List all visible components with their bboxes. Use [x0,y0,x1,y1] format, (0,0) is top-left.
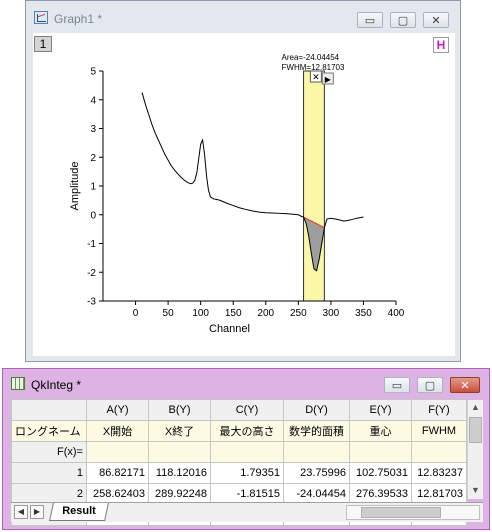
y-tick-label: -1 [87,239,96,250]
longname-cell[interactable]: 最大の高さ [210,420,284,442]
graph-titlebar[interactable]: Graph1 * ▭ ▢ ✕ [26,1,460,33]
sheet-tab-bar: ◀ ▶ Result [11,502,483,522]
band-close-button [309,70,322,83]
scroll-down-icon[interactable]: ▼ [471,485,480,495]
vertical-scrollbar[interactable]: ▲ ▼ [467,400,483,499]
x-tick-label: 200 [257,308,274,319]
longname-row: ロングネーム X開始 X終了 最大の高さ 数学的面積 重心 FWHM [11,420,467,442]
plot-area[interactable]: 0 50 100 150 200 250 300 350 400 -3 -2 -1 0 1 2 3 4 5 Chan… [33,33,455,356]
vertical-scroll-thumb[interactable] [469,417,482,443]
y-tick-label: 4 [90,95,96,106]
arrow-right-icon: ▶ [325,75,332,84]
x-tick-label: 400 [388,308,405,319]
x-tick-label: 150 [225,308,242,319]
book-close-button[interactable]: ✕ [450,377,480,393]
x-tick-label: 50 [163,308,175,319]
formula-cell[interactable] [283,441,350,463]
worksheet-grid[interactable]: A(Y) B(Y) C(Y) D(Y) E(Y) F(Y) ロングネーム X開始… [11,399,467,526]
y-tick-label: 2 [90,153,96,164]
sheet-tab-result[interactable]: Result [49,503,109,521]
workbook-titlebar[interactable]: QkInteg * ▭ ▢ ✕ [3,369,489,401]
minimize-button[interactable]: ▭ [357,12,383,28]
data-series-line [141,92,364,272]
table-cell[interactable]: 102.75031 [349,462,412,484]
table-cell[interactable]: 276.39533 [349,483,412,505]
formula-cell[interactable] [411,441,467,463]
maximize-button[interactable]: ▢ [390,12,416,28]
table-cell[interactable]: 23.75996 [283,462,350,484]
row-header[interactable]: 1 [11,462,87,484]
corner-cell[interactable] [11,399,87,421]
y-tick-label: 1 [90,182,96,193]
table-cell[interactable]: 258.62403 [86,483,149,505]
column-header[interactable]: F(Y) [411,399,467,421]
table-cell[interactable]: 86.82171 [86,462,149,484]
column-header[interactable]: D(Y) [283,399,350,421]
y-tick-label: -3 [87,297,96,308]
formula-cell[interactable] [148,441,211,463]
annotation-text: FWHM=12.81703 [282,63,345,72]
formula-cell[interactable] [349,441,412,463]
table-cell[interactable]: 1.79351 [210,462,284,484]
scroll-up-icon[interactable]: ▲ [471,402,480,412]
graph-window-title: Graph1 * [54,12,103,26]
close-button[interactable]: ✕ [423,12,449,28]
horizontal-scrollbar[interactable] [346,505,480,520]
sheet-next-icon[interactable]: ▶ [30,505,44,519]
workbook-window: QkInteg * ▭ ▢ ✕ A(Y) B(Y) C(Y) D(Y) E(Y)… [2,368,490,530]
close-icon: ✕ [312,73,320,83]
x-axis-title: Channel [209,323,250,335]
longname-cell[interactable]: 数学的面積 [283,420,350,442]
graph-window: Graph1 * ▭ ▢ ✕ 1 H 0 50 100 150 200 250 300 350… [25,0,461,362]
annotation-text: Area=-24.04454 [282,53,340,62]
baseline-line [303,216,325,229]
formula-cell[interactable] [210,441,284,463]
table-row: 1 86.82171 118.12016 1.79351 23.75996 10… [11,462,467,484]
y-tick-label: 3 [90,124,96,135]
formula-row: F(x)= [11,441,467,463]
graph-page[interactable]: 1 H 0 50 100 150 200 250 300 350 400 -3 -2 -1 0 1 2 3 4 5… [33,33,455,356]
y-tick-label: 5 [90,67,96,78]
formula-label[interactable]: F(x)= [11,441,87,463]
x-tick-label: 350 [355,308,372,319]
sheet-prev-icon[interactable]: ◀ [14,505,28,519]
horizontal-scroll-thumb[interactable] [361,507,441,518]
longname-cell[interactable]: X開始 [86,420,149,442]
band-arrow-button [321,72,334,85]
longname-cell[interactable]: X終了 [148,420,211,442]
book-minimize-button[interactable]: ▭ [384,377,410,393]
column-header[interactable]: E(Y) [349,399,412,421]
column-header[interactable]: A(Y) [86,399,149,421]
column-header-row: A(Y) B(Y) C(Y) D(Y) E(Y) F(Y) [11,399,467,421]
table-cell[interactable]: 12.83237 [411,462,467,484]
x-tick-label: 0 [133,308,139,319]
column-header[interactable]: B(Y) [148,399,211,421]
longname-cell[interactable]: FWHM [411,420,467,442]
column-header[interactable]: C(Y) [210,399,284,421]
longname-label[interactable]: ロングネーム [11,420,87,442]
workbook-title: QkInteg * [31,378,82,392]
longname-cell[interactable]: 重心 [349,420,412,442]
y-tick-label: 0 [90,210,96,221]
x-tick-label: 100 [192,308,209,319]
layer-1-tab[interactable]: 1 [34,36,52,52]
x-tick-label: 250 [290,308,307,319]
y-tick-label: -2 [87,268,96,279]
graph-window-icon [34,11,48,24]
formula-cell[interactable] [86,441,149,463]
y-axis-title: Amplitude [69,162,81,211]
hide-toggle-badge[interactable]: H [433,37,449,53]
table-cell[interactable]: 118.12016 [148,462,211,484]
x-tick-label: 300 [323,308,340,319]
book-maximize-button[interactable]: ▢ [417,377,443,393]
workbook-icon [11,377,25,390]
